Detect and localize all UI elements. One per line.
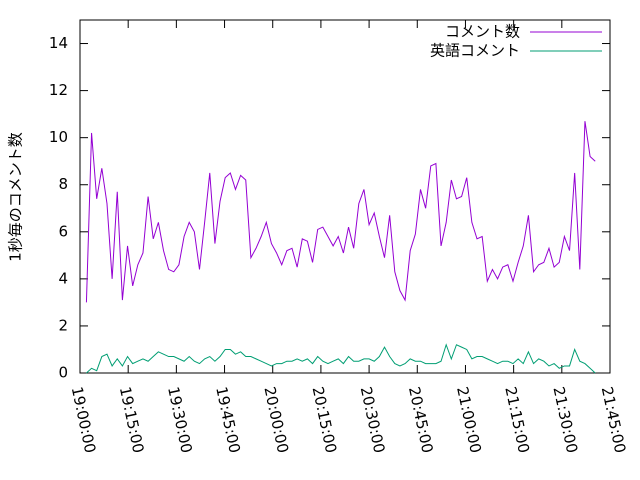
y-axis-label: 1秒毎のコメント数 bbox=[7, 132, 25, 262]
y-tick-label: 0 bbox=[58, 364, 68, 382]
x-tick-label: 20:00:00 bbox=[260, 385, 292, 455]
legend-label: 英語コメント bbox=[430, 42, 520, 60]
x-tick-label: 21:15:00 bbox=[501, 385, 533, 455]
y-tick-label: 6 bbox=[58, 222, 68, 240]
x-tick-label: 19:00:00 bbox=[68, 385, 100, 455]
y-tick-label: 14 bbox=[49, 34, 68, 52]
y-tick-label: 10 bbox=[49, 128, 68, 146]
x-tick-label: 20:45:00 bbox=[405, 385, 437, 455]
series-line bbox=[86, 343, 596, 374]
x-tick-label: 21:00:00 bbox=[453, 385, 485, 455]
x-tick-label: 19:45:00 bbox=[212, 385, 244, 455]
series-line bbox=[85, 121, 596, 303]
x-tick-label: 20:30:00 bbox=[357, 385, 389, 455]
plot-frame bbox=[79, 19, 611, 374]
x-tick-label: 19:30:00 bbox=[164, 385, 196, 455]
x-tick-label: 19:15:00 bbox=[116, 385, 148, 455]
y-tick-label: 12 bbox=[49, 81, 68, 99]
y-tick-label: 8 bbox=[58, 175, 68, 193]
y-tick-label: 2 bbox=[58, 316, 68, 334]
x-tick-label: 21:30:00 bbox=[550, 385, 582, 455]
x-tick-label: 21:45:00 bbox=[598, 385, 630, 455]
y-tick-label: 4 bbox=[58, 269, 68, 287]
legend-label: コメント数 bbox=[445, 23, 520, 41]
x-tick-label: 20:15:00 bbox=[309, 385, 341, 455]
